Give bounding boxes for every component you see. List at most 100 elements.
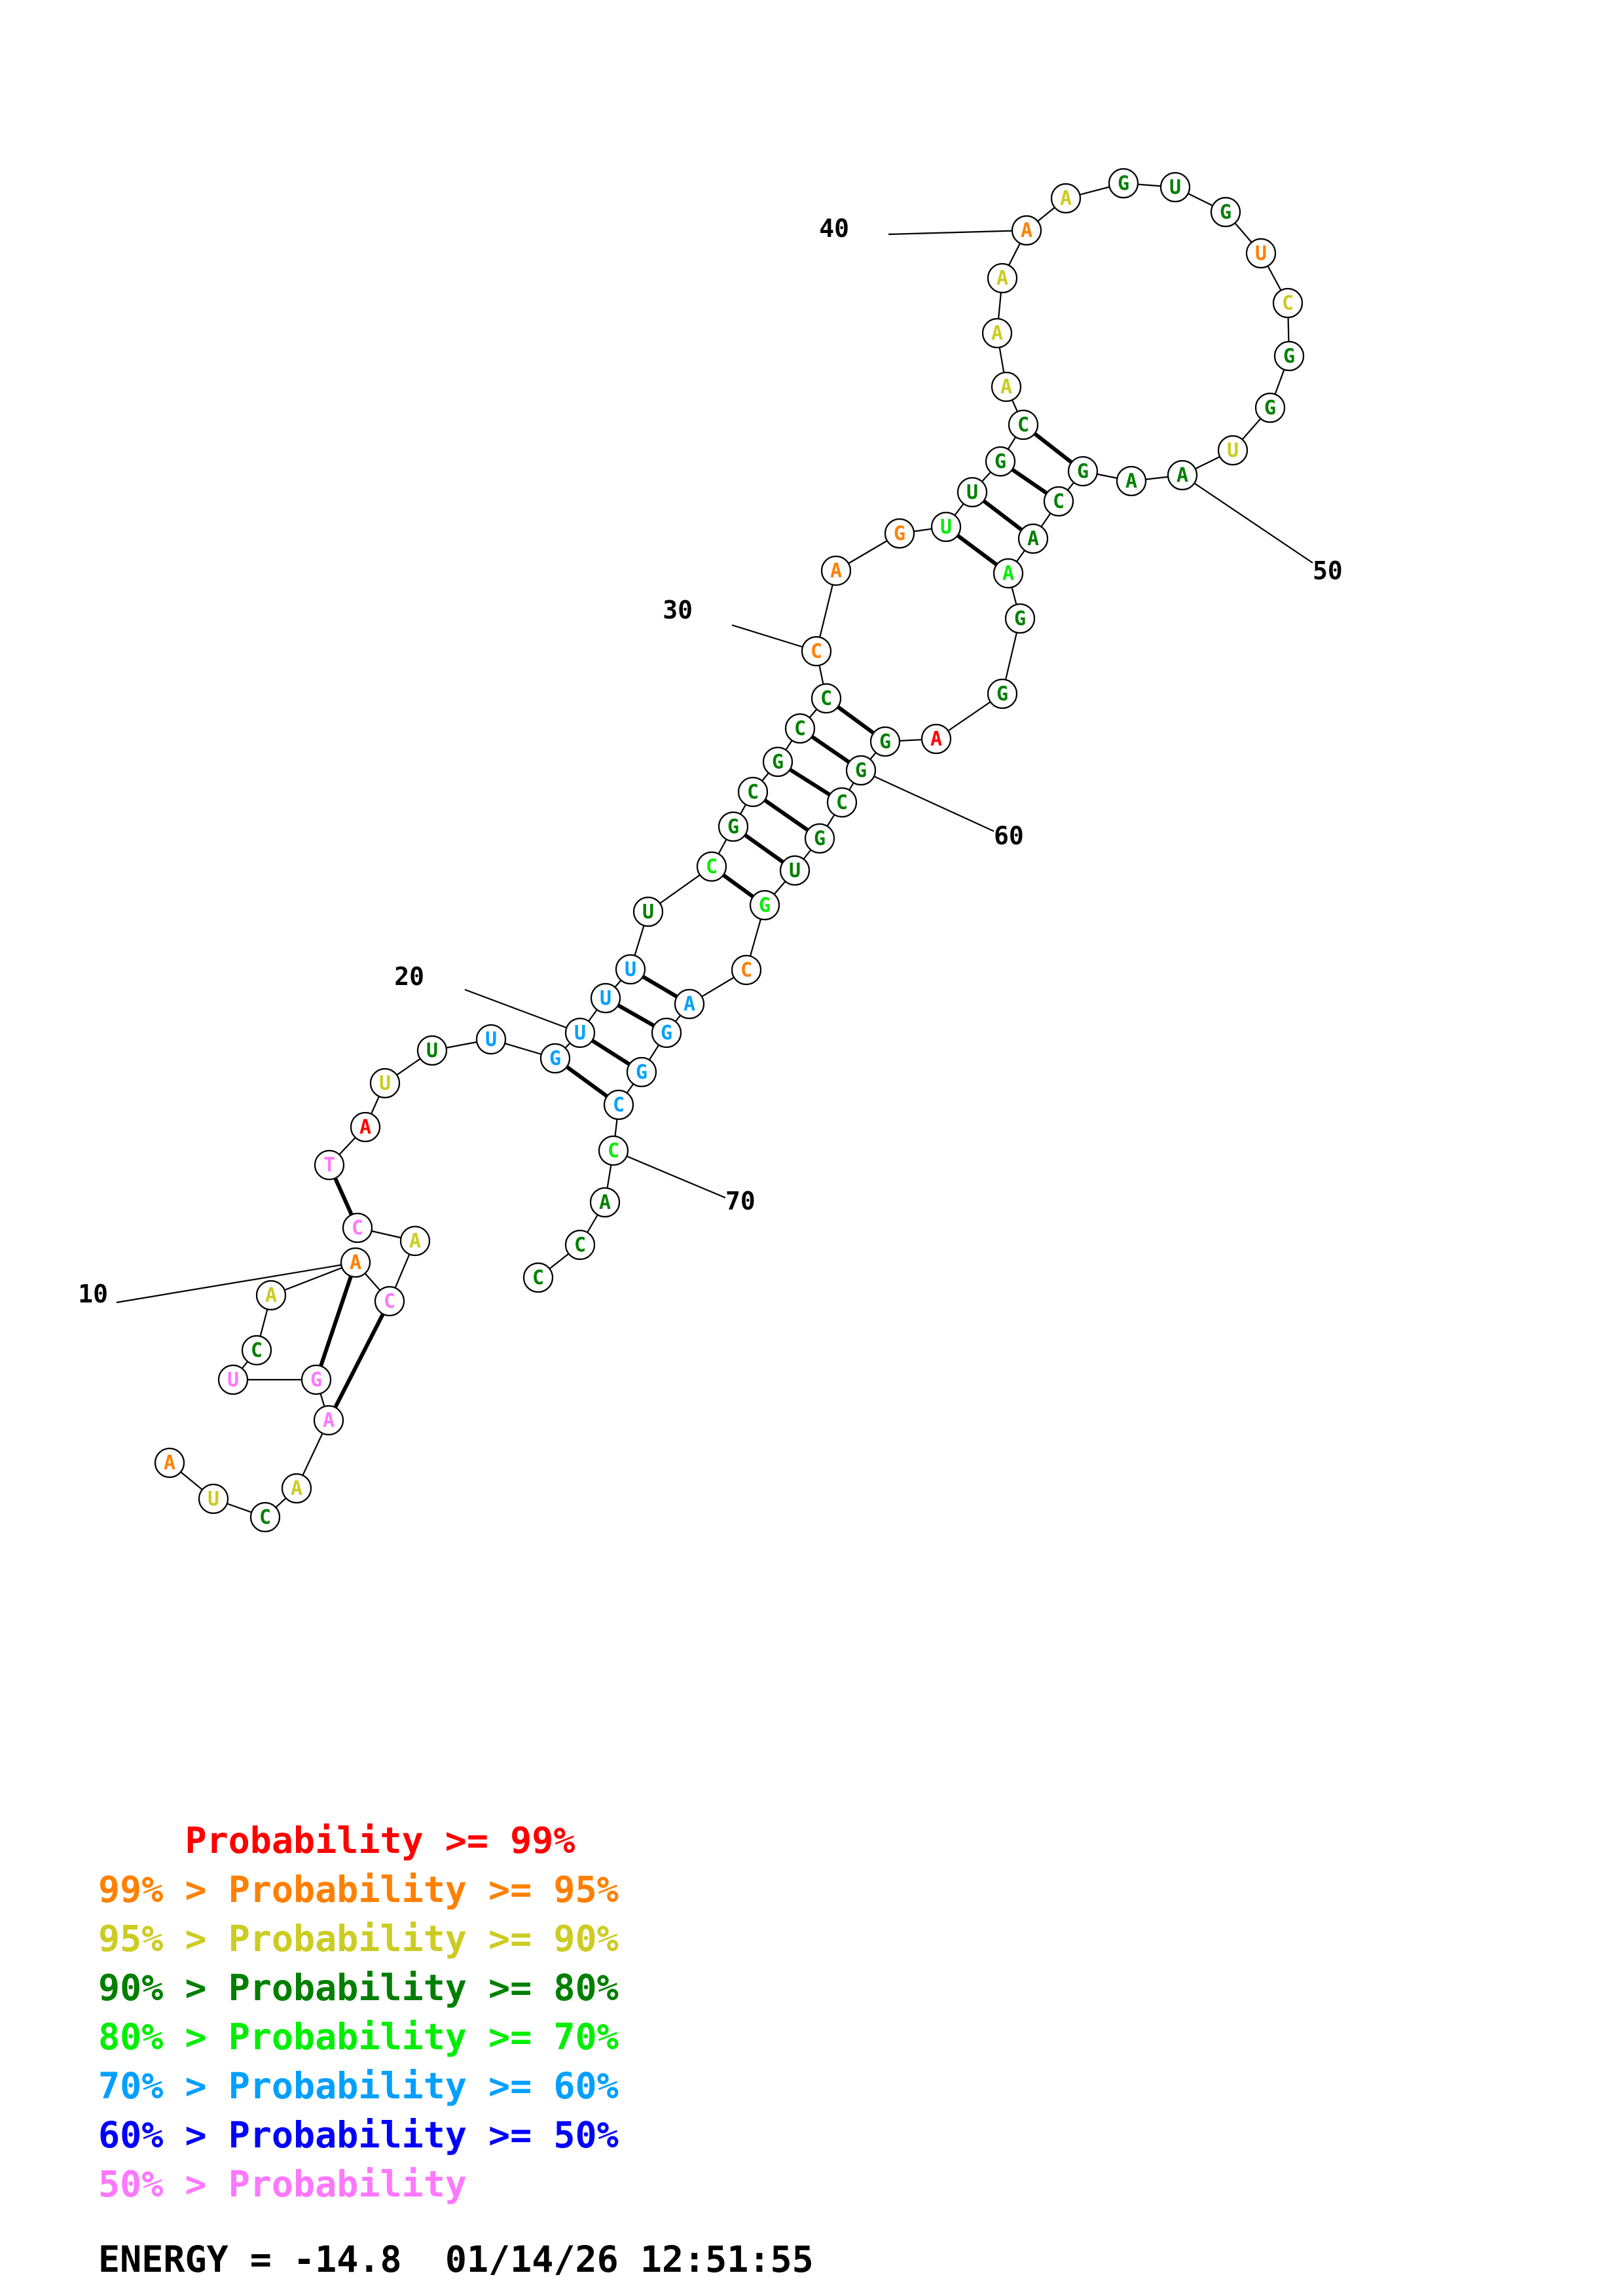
energy-value: ENERGY = -14.8 (98, 2238, 402, 2280)
nucleotide: U (1159, 171, 1191, 203)
nucleotide-circle (369, 1067, 401, 1099)
nucleotide-circle (993, 558, 1024, 589)
nucleotide-letter: C (820, 687, 832, 710)
nucleotide: G (301, 1364, 332, 1395)
legend-prefix: 60% > (98, 2114, 228, 2156)
nucleotide-letter: C (384, 1290, 395, 1313)
nucleotide-letter: C (1282, 292, 1294, 315)
nucleotide: G (1254, 392, 1286, 423)
nucleotide-circle (696, 851, 727, 882)
nucleotide: G (539, 1043, 571, 1074)
nucleotide-letter: U (208, 1488, 219, 1511)
nucleotide-circle (987, 678, 1018, 709)
nucleotide-circle (603, 1089, 634, 1121)
nucleotide-circle (985, 446, 1016, 477)
nucleotide-circle (845, 755, 877, 786)
legend-row: 90% > Probability >= 80% (98, 1964, 619, 2013)
nucleotide-circle (249, 1501, 281, 1533)
position-tick-line (888, 229, 1027, 236)
legend-row: 80% > Probability >= 70% (98, 2013, 619, 2062)
nucleotide-letter: A (996, 267, 1008, 290)
nucleotide-letter: G (759, 894, 771, 917)
nucleotide-circle (598, 1135, 629, 1166)
nucleotide-circle (1272, 287, 1304, 319)
nucleotide: C (564, 1229, 596, 1261)
nucleotide-letter: A (1176, 464, 1188, 487)
nucleotide-letter: G (855, 759, 867, 782)
position-label-50: 50 (1313, 556, 1343, 585)
nucleotide: C (522, 1262, 554, 1293)
nucleotide: C (249, 1501, 281, 1533)
nucleotide-circle (416, 1035, 448, 1066)
footer: ENERGY = -14.8 01/14/26 12:51:55 (98, 2238, 814, 2280)
nucleotide: C (737, 776, 769, 808)
nucleotide: A (991, 371, 1022, 403)
nucleotide-circle (921, 723, 952, 755)
nucleotide-letter: G (1118, 172, 1129, 195)
legend-label: Probability >= 60% (228, 2065, 619, 2107)
nucleotide: C (342, 1212, 373, 1244)
nucleotide-letter: C (836, 791, 848, 814)
nucleotide-letter: U (485, 1028, 497, 1051)
legend-prefix: 80% > (98, 2016, 228, 2058)
nucleotide-letter: G (814, 827, 826, 850)
nucleotide-letter: C (706, 855, 718, 878)
nucleotide-letter: G (879, 730, 891, 753)
nucleotide: U (590, 982, 621, 1014)
position-label-30: 30 (663, 596, 693, 624)
position-tick-line (613, 1149, 726, 1199)
nucleotide-letter: A (599, 1191, 611, 1214)
nucleotide: G (762, 746, 793, 778)
nucleotide-circle (1245, 238, 1277, 269)
legend-prefix: 99% > (98, 1869, 228, 1910)
nucleotide: C (603, 1089, 634, 1121)
nucleotide: U (564, 1017, 596, 1049)
nucleotide-circle (1217, 435, 1249, 466)
nucleotide: C (598, 1135, 629, 1166)
nucleotide: A (1017, 523, 1049, 554)
nucleotide-letter: C (1053, 490, 1065, 513)
legend-label: Probability (228, 2163, 467, 2205)
nucleotide-letter: U (1169, 176, 1181, 199)
nucleotide: A (154, 1447, 185, 1479)
nucleotide: A (350, 1111, 381, 1143)
nucleotide-circle (281, 1473, 312, 1504)
nucleotide: U (779, 855, 811, 886)
base-pair-bond (327, 1299, 392, 1422)
nucleotide-letter: A (991, 322, 1003, 345)
nucleotide-letter: G (1077, 460, 1089, 483)
nucleotide: C (1043, 486, 1074, 517)
nucleotide-letter: G (1220, 201, 1231, 224)
nucleotide-letter: G (727, 816, 739, 838)
nucleotide: U (930, 511, 962, 543)
nucleotide-circle (539, 1043, 571, 1074)
nucleotide-letter: A (1027, 528, 1039, 550)
nucleotide: U (198, 1483, 229, 1515)
nucleotide-letter: A (930, 728, 942, 751)
nucleotide: A (981, 317, 1013, 349)
nucleotide-circle (981, 317, 1013, 349)
legend-prefix: 90% > (98, 1967, 228, 2009)
nucleotide-letter: A (1002, 562, 1014, 585)
nucleotide-letter: U (789, 859, 801, 882)
nucleotide: G (987, 678, 1018, 709)
nucleotide: G (845, 755, 877, 786)
nucleotide-letter: C (794, 717, 806, 740)
nucleotide: G (1210, 196, 1241, 228)
nucleotide: C (241, 1335, 272, 1366)
nucleotide-circle (313, 1405, 344, 1436)
nucleotide-circle (626, 1056, 657, 1088)
legend-row: 99% > Probability >= 95% (98, 1865, 619, 1914)
nucleotide-circle (731, 954, 762, 986)
nucleotide-letter: C (747, 781, 759, 804)
nucleotide-letter: A (684, 993, 695, 1016)
nucleotide: C (1272, 287, 1304, 319)
position-tick-line (860, 769, 994, 833)
nucleotide-circle (1210, 196, 1241, 228)
nucleotide-circle (374, 1285, 405, 1317)
nucleotide-letter: U (600, 987, 611, 1010)
nucleotide: T (314, 1149, 345, 1181)
nucleotide-circle (651, 1017, 682, 1049)
nucleotide-circle (1008, 409, 1039, 440)
position-tick-line (1182, 475, 1313, 564)
